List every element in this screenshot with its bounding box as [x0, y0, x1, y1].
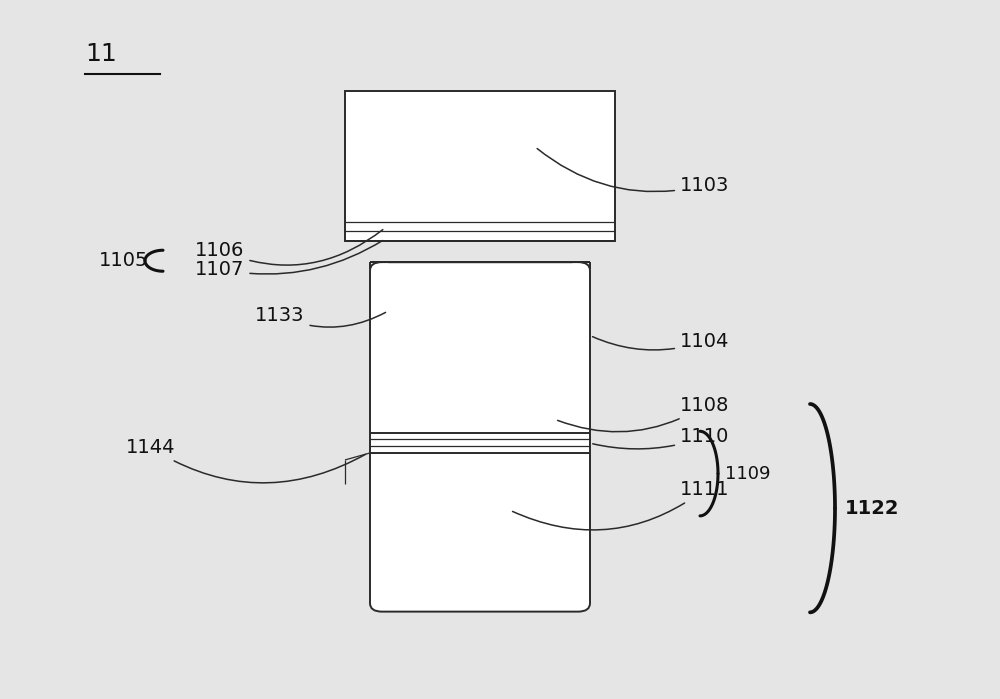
Text: 1109: 1109	[725, 465, 770, 482]
Text: 1133: 1133	[255, 306, 386, 327]
Text: 1108: 1108	[558, 396, 729, 432]
Text: 1144: 1144	[126, 438, 366, 483]
Text: 1105: 1105	[99, 251, 148, 271]
Text: 1104: 1104	[593, 331, 729, 351]
Bar	[345, 91, 615, 241]
Text: 1106: 1106	[195, 229, 383, 265]
Text: 1107: 1107	[195, 240, 383, 279]
Text: 1110: 1110	[593, 427, 729, 449]
Text: 1103: 1103	[537, 149, 729, 195]
Text: 1122: 1122	[845, 498, 900, 518]
Text: 1111: 1111	[513, 480, 730, 530]
Text: 11: 11	[85, 42, 117, 66]
FancyBboxPatch shape	[370, 262, 590, 612]
